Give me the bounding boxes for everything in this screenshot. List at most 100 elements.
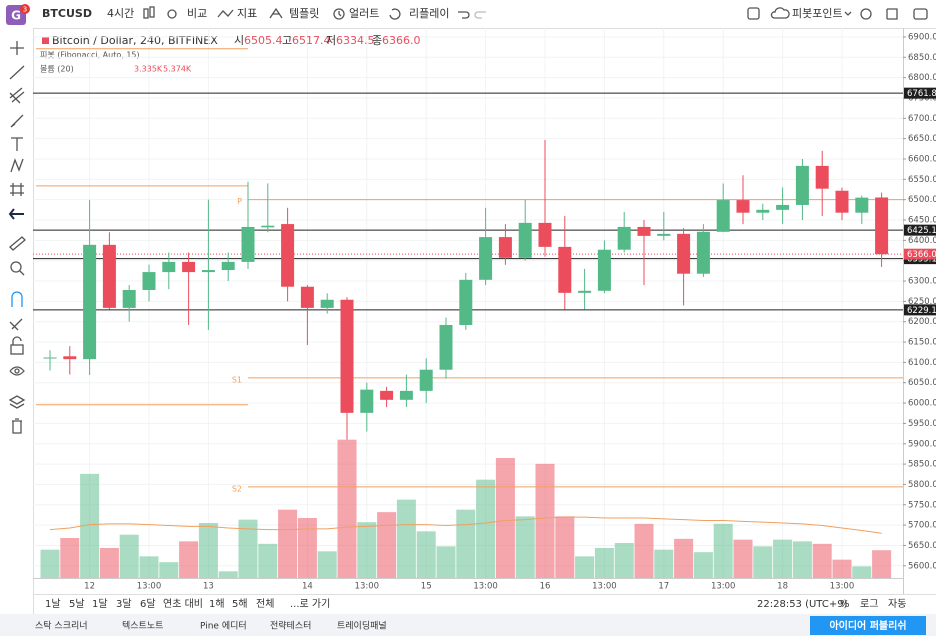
y-tick-label: 6400.0	[908, 236, 936, 246]
cloud-icon[interactable]	[770, 7, 790, 19]
toolbar-item[interactable]: 지표	[237, 7, 257, 20]
badge	[20, 4, 30, 14]
settings-icon[interactable]	[860, 8, 872, 20]
x-tick-label: 13:00	[355, 582, 380, 592]
price-tag-label: 6229.1	[907, 306, 936, 316]
x-tick-label: 14	[302, 582, 313, 592]
toolbar-item[interactable]: 템플릿	[289, 7, 319, 20]
bottom-tab[interactable]: 텍스트노트	[122, 621, 163, 632]
range-button[interactable]: 1달	[92, 598, 108, 610]
range-button[interactable]: 1해	[209, 597, 225, 610]
symbol[interactable]: BTCUSD	[42, 7, 92, 20]
undo-icon[interactable]	[458, 11, 470, 19]
toolbar-item[interactable]: 얼러트	[349, 6, 379, 20]
x-tick-label: 13	[203, 582, 214, 592]
range-button[interactable]: 1날	[45, 598, 61, 610]
candle-body	[597, 249, 611, 291]
volume-bar	[852, 566, 872, 578]
price-tag-label: 6761.8	[907, 89, 936, 99]
drawing-tools[interactable]	[8, 41, 26, 434]
redo-icon[interactable]	[474, 11, 486, 19]
toolbar-item[interactable]: 비교	[187, 7, 207, 20]
chart: Bitcoin / Dollar, 240, BITFINEX 피봇 (Fibo…	[33, 28, 936, 592]
volume-value: 5.374K	[163, 65, 192, 74]
candle-body	[83, 244, 97, 360]
range-button[interactable]: 3달	[116, 598, 132, 610]
volume-bar	[654, 549, 674, 578]
pivot-label: P	[237, 197, 242, 206]
x-tick-label: 15	[421, 582, 432, 592]
volume-bar	[357, 522, 377, 578]
range-button[interactable]: 전체	[256, 598, 274, 610]
ohlc-value: 6517.4	[292, 34, 331, 47]
template-icon[interactable]	[269, 7, 283, 19]
volume-bar	[297, 518, 317, 578]
dropdown-arrow[interactable]	[844, 11, 852, 16]
volume-bar	[693, 552, 713, 578]
range-button[interactable]: 연초 대비	[163, 598, 203, 610]
y-tick-label: 6100.0	[908, 358, 936, 368]
candle-body	[578, 290, 592, 293]
price-tag	[904, 248, 936, 260]
candle-body	[736, 200, 750, 213]
range-button[interactable]: 6달	[140, 598, 156, 610]
scale-option[interactable]: 로그	[860, 599, 878, 610]
volume-bar	[773, 539, 793, 578]
y-tick-label: 6200.0	[908, 317, 936, 327]
interval[interactable]: 4시간	[107, 7, 134, 20]
volume-bar	[99, 548, 119, 578]
candle-body	[340, 299, 354, 413]
compare-icon[interactable]	[167, 9, 177, 19]
x-tick-label: 13:00	[473, 582, 498, 592]
logo-letter: G	[11, 9, 21, 23]
y-tick-label: 6150.0	[908, 338, 936, 348]
y-tick-label: 5650.0	[908, 541, 936, 551]
checkbox[interactable]	[747, 7, 760, 20]
bottom-tab[interactable]: 트레이딩패널	[337, 621, 387, 632]
bottom-tab[interactable]: Pine 에디터	[200, 621, 247, 632]
bottom-tab[interactable]: 스탁 스크리너	[35, 620, 88, 632]
candle-body	[221, 261, 235, 271]
y-tick-label: 5900.0	[908, 439, 936, 449]
scale-option[interactable]: 자동	[888, 598, 906, 610]
bottom-tab[interactable]: 전략테스터	[270, 620, 311, 632]
candle-body	[815, 165, 829, 189]
replay-icon[interactable]	[389, 8, 401, 20]
volume-bar	[713, 523, 733, 578]
volume-bar	[614, 543, 634, 578]
candle-body	[419, 369, 433, 391]
candle-body	[360, 389, 374, 413]
layout-name[interactable]: 피봇포인트	[792, 7, 843, 20]
range-button[interactable]: 5날	[69, 598, 85, 610]
candle-body	[399, 390, 413, 400]
top-toolbar	[0, 0, 936, 28]
ohlc-value: 6505.4	[244, 34, 283, 47]
ohlc-name: 종	[372, 34, 382, 47]
volume-bar	[832, 559, 852, 578]
candle-body	[261, 225, 275, 228]
alert-icon[interactable]	[333, 8, 345, 20]
toolbar-item[interactable]: 리플레이	[409, 7, 449, 20]
candle-body	[241, 226, 255, 262]
y-tick-label: 6250.0	[908, 297, 936, 307]
candle-body	[182, 261, 196, 273]
fullscreen-icon[interactable]	[886, 8, 898, 20]
candle-body	[637, 226, 651, 236]
x-tick-label: 17	[658, 582, 669, 592]
indicator-icon[interactable]	[217, 9, 234, 18]
y-tick-label: 6050.0	[908, 378, 936, 388]
candle-body	[439, 324, 453, 370]
range-button[interactable]: 5해	[232, 597, 248, 610]
scale-option[interactable]: %	[840, 599, 850, 610]
camera-icon[interactable]	[913, 8, 928, 20]
volume-bar	[753, 546, 773, 578]
goto-date[interactable]: ...로 가기	[290, 598, 330, 610]
candle-icon[interactable]	[143, 6, 155, 19]
publish-button[interactable]	[810, 616, 926, 635]
candle-body	[538, 222, 552, 247]
y-tick-label: 5950.0	[908, 419, 936, 429]
volume-bar	[535, 463, 555, 578]
candle-body	[835, 190, 849, 213]
volume-bar	[60, 538, 80, 578]
x-tick-label: 12	[84, 582, 95, 592]
